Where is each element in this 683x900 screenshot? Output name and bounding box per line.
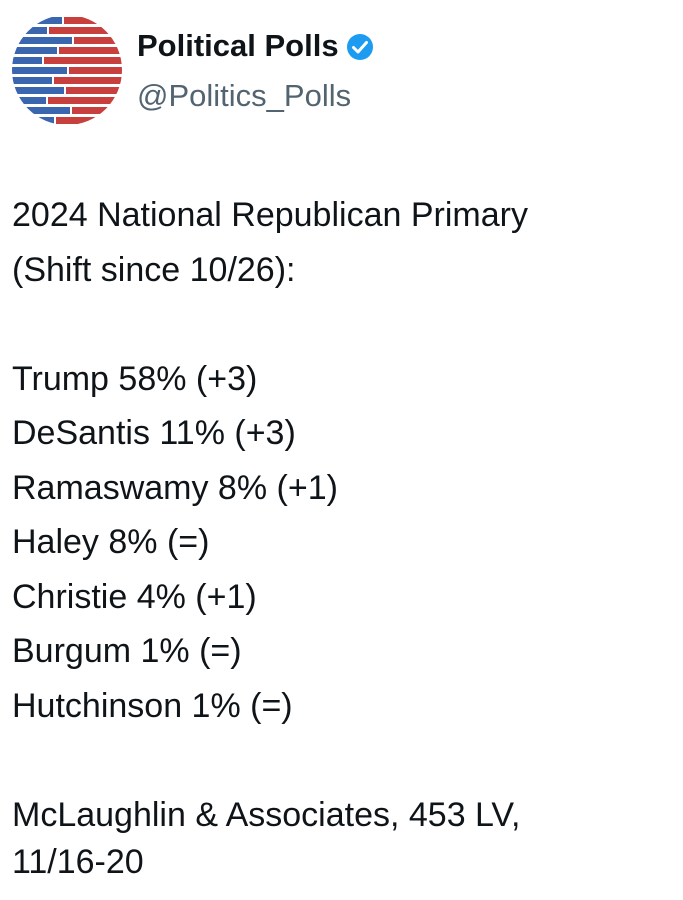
source-line: 11/16-20 [12,842,144,881]
poll-result: Trump 58% (+3) [12,359,258,398]
heading-line: 2024 National Republican Primary [12,196,528,234]
verified-badge [347,34,373,60]
account-handle[interactable]: @Politics_Polls [137,78,352,113]
poll-result: Hutchinson 1% (=) [12,686,293,725]
source-line: McLaughlin & Associates, 453 LV, [12,795,521,834]
poll-result: DeSantis 11% (+3) [12,414,296,452]
poll-result: Ramaswamy 8% (+1) [12,468,338,507]
poll-result: Burgum 1% (=) [12,632,242,670]
poll-result: Haley 8% (=) [12,523,210,561]
account-name[interactable]: Political Polls [137,28,339,63]
avatar[interactable] [2,5,132,135]
heading-line: (Shift since 10/26): [12,250,296,289]
poll-result: Christie 4% (+1) [12,577,257,616]
